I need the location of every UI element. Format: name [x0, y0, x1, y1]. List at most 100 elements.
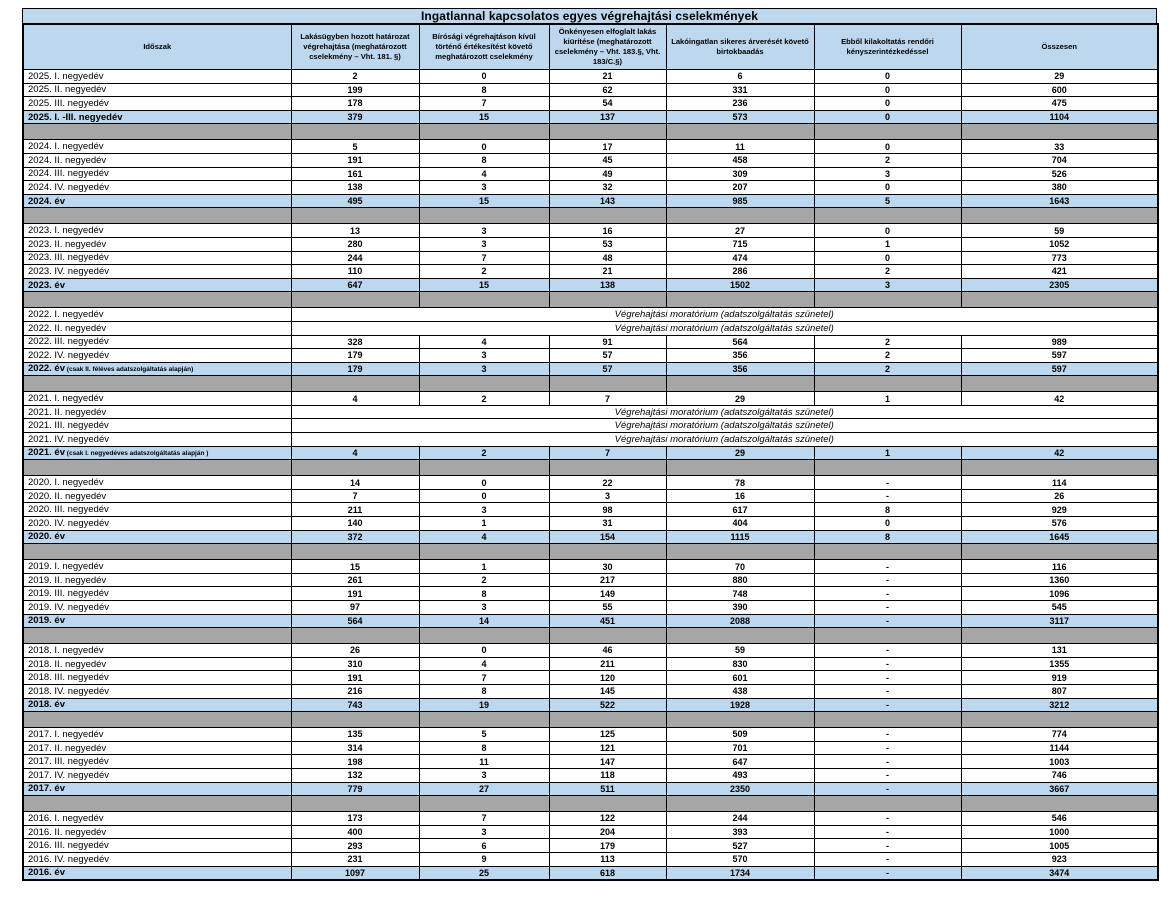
value-cell: 1104 — [960, 109, 1159, 125]
value-cell: - — [813, 697, 962, 713]
value-cell: 179 — [548, 838, 667, 853]
value-cell: 0 — [813, 180, 962, 195]
value-cell: 7 — [548, 391, 667, 406]
value-cell: 451 — [548, 613, 667, 629]
column-header-4: Lakóingatlan sikeres árverését követő bi… — [665, 23, 815, 70]
period-label: 2019. I. negyedév — [22, 559, 292, 574]
data-row: 2024. II. negyedév 191 8 45 458 2 704 — [22, 152, 1159, 168]
period-label: 2016. II. negyedév — [22, 824, 292, 840]
period-label: 2019. IV. negyedév — [22, 600, 292, 615]
value-cell: 179 — [290, 348, 420, 363]
value-cell: 743 — [290, 697, 420, 713]
value-cell: - — [813, 586, 962, 601]
value-cell: 1005 — [960, 838, 1159, 853]
period-label: 2018. III. negyedév — [22, 670, 292, 685]
data-row: 2018. IV. negyedév 216 8 145 438-807 — [22, 683, 1159, 699]
period-label: 2024. I. negyedév — [22, 139, 292, 154]
value-cell: - — [813, 600, 962, 615]
data-row: 2025. II. negyedév 199 8 62 331 0 600 — [22, 82, 1159, 98]
value-cell: 0 — [813, 69, 962, 84]
value-cell: 807 — [960, 683, 1159, 699]
value-cell: 564 — [665, 334, 815, 350]
section-separator-row — [22, 291, 1159, 309]
period-label: 2023. IV. negyedév — [22, 264, 292, 279]
value-cell: - — [813, 572, 962, 588]
value-cell: 3 — [418, 236, 550, 252]
separator-cell — [548, 711, 667, 729]
data-row: 2017. IV. negyedév 132 3 118 493-746 — [22, 767, 1159, 783]
column-header-5: Ebből kilakoltatás rendőri kényszerintéz… — [813, 23, 962, 70]
section-separator-row — [22, 123, 1159, 141]
value-cell: 3 — [813, 277, 962, 293]
value-cell: 4 — [418, 656, 550, 672]
value-cell: 356 — [665, 361, 815, 377]
value-cell: 6 — [418, 838, 550, 853]
separator-cell — [960, 123, 1159, 141]
value-cell: 458 — [665, 152, 815, 168]
data-row: 2017. II. negyedév 314 8 121 701-1144 — [22, 740, 1159, 756]
value-cell: 2 — [813, 334, 962, 350]
section-separator-row — [22, 711, 1159, 729]
value-cell: 4 — [418, 529, 550, 545]
value-cell: 9 — [418, 851, 550, 867]
value-cell: 3 — [418, 824, 550, 840]
moratorium-row: 2022. II. negyedév Végrehajtási moratóriu… — [22, 320, 1159, 336]
value-cell: 1 — [813, 391, 962, 406]
value-cell: 199 — [290, 82, 420, 98]
separator-cell — [665, 459, 815, 477]
value-cell: 19 — [418, 697, 550, 713]
separator-cell — [960, 627, 1159, 645]
value-cell: 495 — [290, 193, 420, 209]
value-cell: 475 — [960, 96, 1159, 111]
separator-cell — [22, 291, 292, 309]
value-cell: 42 — [960, 445, 1159, 461]
value-cell: 143 — [548, 193, 667, 209]
value-cell: 286 — [665, 264, 815, 279]
period-label: 2023. II. negyedév — [22, 236, 292, 252]
moratorium-note: Végrehajtási moratórium (adatszolgáltatá… — [290, 320, 1159, 336]
value-cell: 122 — [548, 811, 667, 826]
period-label: 2016. év — [22, 865, 292, 881]
value-cell: 474 — [665, 250, 815, 266]
period-label: 2017. IV. negyedév — [22, 767, 292, 783]
period-label: 2019. év — [22, 613, 292, 629]
column-header-3: Önkényesen elfoglalt lakás kiürítése (me… — [548, 23, 667, 70]
value-cell: 8 — [813, 529, 962, 545]
value-cell: 779 — [290, 781, 420, 797]
value-cell: 26 — [290, 643, 420, 658]
section-separator-row — [22, 375, 1159, 393]
value-cell: 511 — [548, 781, 667, 797]
value-cell: 1 — [813, 236, 962, 252]
value-cell: 3667 — [960, 781, 1159, 797]
separator-cell — [813, 795, 962, 813]
value-cell: 29 — [665, 445, 815, 461]
value-cell: 1003 — [960, 754, 1159, 769]
value-cell: 31 — [548, 516, 667, 531]
value-cell: 1643 — [960, 193, 1159, 209]
value-cell: 0 — [418, 69, 550, 84]
separator-cell — [22, 543, 292, 561]
period-label: 2020. I. negyedév — [22, 475, 292, 490]
separator-cell — [548, 123, 667, 141]
value-cell: - — [813, 727, 962, 742]
value-cell: 618 — [548, 865, 667, 881]
value-cell: 8 — [418, 152, 550, 168]
value-cell: 8 — [418, 82, 550, 98]
header-row: Időszak Lakásügyben hozott határozat végr… — [22, 23, 1159, 70]
value-cell: 147 — [548, 754, 667, 769]
value-cell: 929 — [960, 502, 1159, 518]
value-cell: 597 — [960, 361, 1159, 377]
value-cell: 715 — [665, 236, 815, 252]
value-cell: 15 — [418, 193, 550, 209]
data-row: 2020. I. negyedév 14 0 22 78-114 — [22, 475, 1159, 490]
value-cell: 2305 — [960, 277, 1159, 293]
value-cell: 8 — [418, 740, 550, 756]
value-cell: 404 — [665, 516, 815, 531]
value-cell: 1 — [813, 445, 962, 461]
period-label: 2020. III. negyedév — [22, 502, 292, 518]
value-cell: 3 — [418, 600, 550, 615]
value-cell: 244 — [290, 250, 420, 266]
value-cell: 1115 — [665, 529, 815, 545]
moratorium-note: Végrehajtási moratórium (adatszolgáltatá… — [290, 404, 1159, 420]
